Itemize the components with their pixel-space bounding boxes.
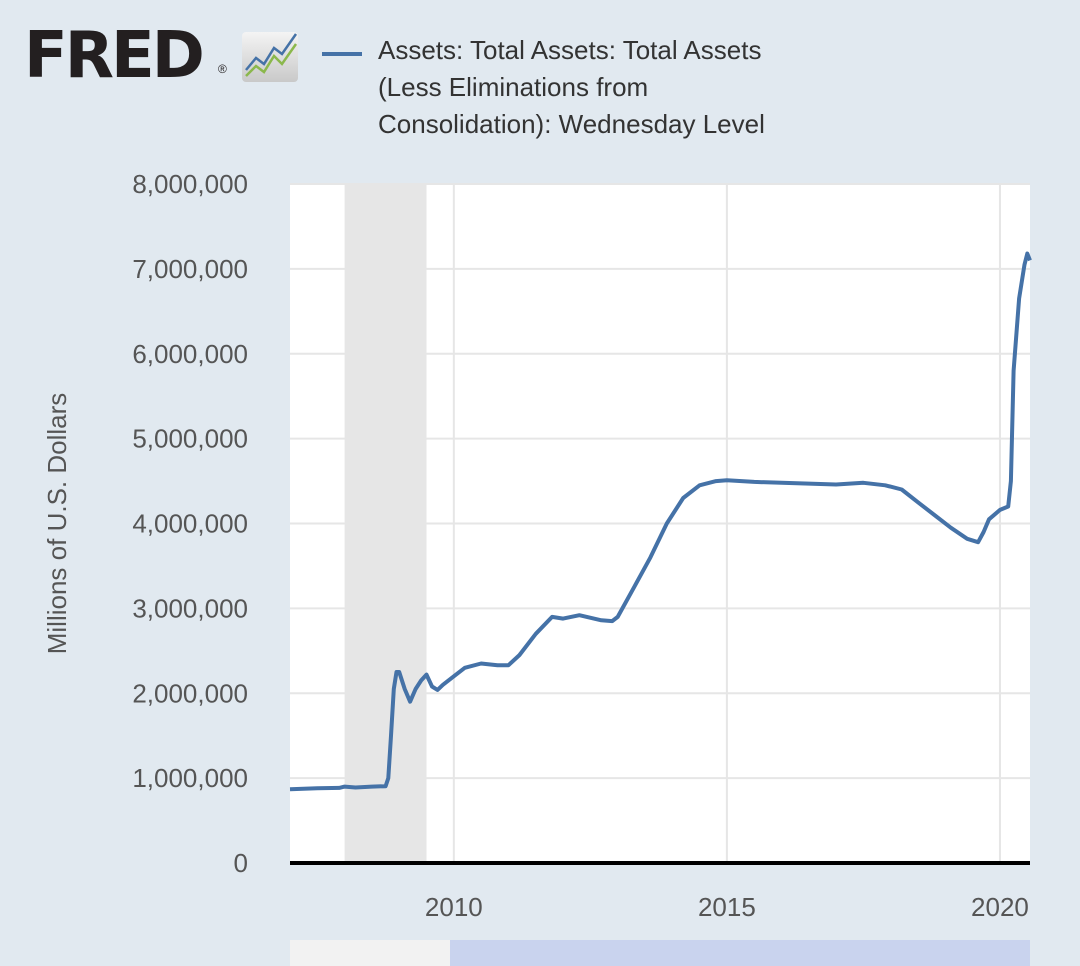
y-tick-label: 2,000,000: [132, 678, 248, 708]
line-chart: 0 1,000,000 2,000,000 3,000,000 4,000,000 5,0…: [42, 169, 1032, 922]
y-tick-label: 7,000,000: [132, 254, 248, 284]
chart-header: FRED ® Assets: Total Assets: Total Asset…: [0, 0, 1080, 160]
series-layer: [289, 251, 1032, 792]
y-tick-label: 0: [234, 848, 248, 878]
y-tick-label: 4,000,000: [132, 509, 248, 539]
registered-mark: ®: [218, 62, 227, 76]
x-tick-label: 2010: [425, 892, 483, 922]
y-tick-label: 6,000,000: [132, 339, 248, 369]
y-tick-label: 1,000,000: [132, 763, 248, 793]
y-tick-label: 8,000,000: [132, 169, 248, 199]
legend-series-label: Assets: Total Assets: Total Assets (Less…: [378, 35, 765, 139]
trend-line-chart-icon: [242, 32, 298, 82]
x-tick-label: 2020: [971, 892, 1029, 922]
legend-swatch: [322, 52, 362, 56]
fred-logo[interactable]: FRED: [24, 19, 205, 93]
y-tick-label: 3,000,000: [132, 593, 248, 623]
x-tick-label: 2015: [698, 892, 756, 922]
gridlines: [290, 183, 1030, 863]
series-line: [289, 251, 1032, 792]
y-axis-title: Millions of U.S. Dollars: [42, 393, 72, 655]
y-tick-label: 5,000,000: [132, 424, 248, 454]
range-navigator-window[interactable]: [450, 940, 1030, 966]
axes: 0 1,000,000 2,000,000 3,000,000 4,000,000 5,0…: [132, 169, 1030, 922]
